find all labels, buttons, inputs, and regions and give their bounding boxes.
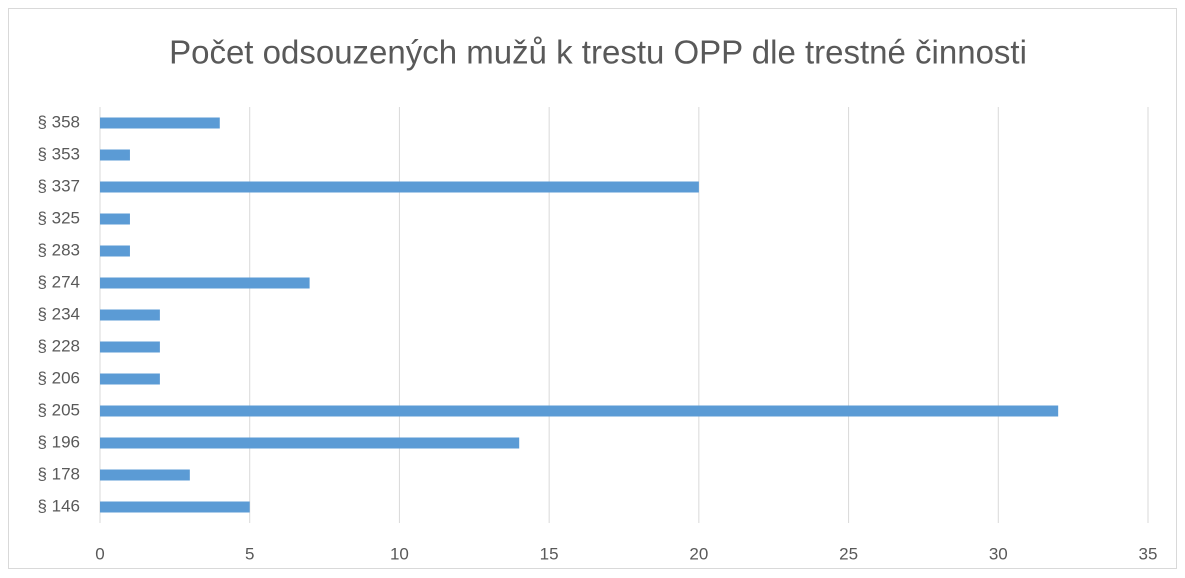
x-tick-label: 25	[839, 544, 858, 563]
bar	[100, 405, 1059, 417]
bar	[100, 373, 160, 385]
x-tick-label: 15	[540, 544, 559, 563]
x-tick-label: 20	[689, 544, 708, 563]
bar	[100, 341, 160, 353]
bar	[100, 277, 310, 289]
y-tick-label: § 325	[37, 208, 80, 227]
bar	[100, 213, 130, 225]
bar	[100, 149, 130, 161]
y-tick-label: § 228	[37, 336, 80, 355]
chart-title: Počet odsouzených mužů k trestu OPP dle …	[169, 34, 1027, 71]
x-tick-label: 0	[95, 544, 104, 563]
y-tick-label: § 196	[37, 432, 80, 451]
y-tick-label: § 146	[37, 496, 80, 515]
x-tick-label: 30	[989, 544, 1008, 563]
y-tick-label: § 358	[37, 112, 80, 131]
x-tick-label: 35	[1139, 544, 1158, 563]
y-tick-label: § 206	[37, 368, 80, 387]
y-tick-label: § 205	[37, 400, 80, 419]
bar	[100, 501, 250, 513]
bar	[100, 437, 520, 449]
bar	[100, 309, 160, 321]
y-tick-label: § 283	[37, 240, 80, 259]
y-tick-label: § 178	[37, 464, 80, 483]
y-tick-label: § 337	[37, 176, 80, 195]
bar	[100, 117, 220, 129]
y-tick-label: § 274	[37, 272, 80, 291]
bar	[100, 469, 190, 481]
y-tick-label: § 353	[37, 144, 80, 163]
bar	[100, 245, 130, 257]
x-tick-label: 5	[245, 544, 254, 563]
y-tick-label: § 234	[37, 304, 80, 323]
x-tick-label: 10	[390, 544, 409, 563]
bar	[100, 181, 699, 193]
